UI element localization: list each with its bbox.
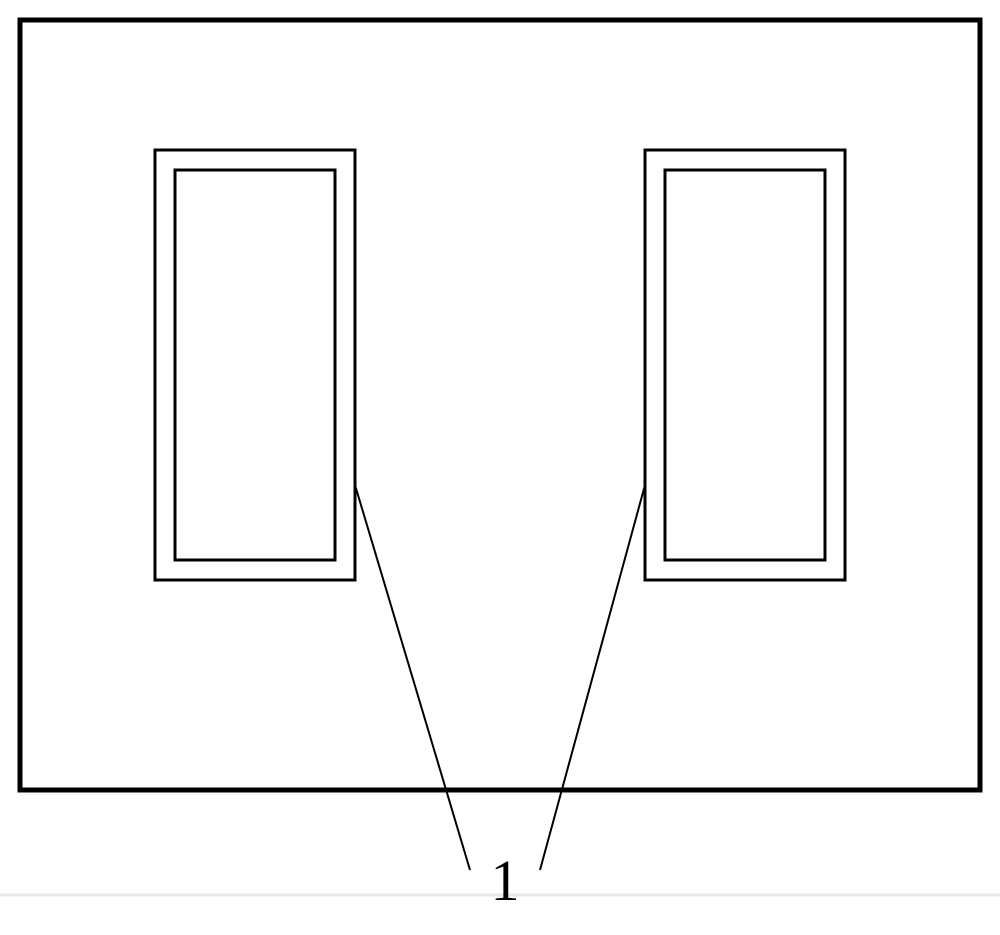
leader-line-left [355, 485, 470, 870]
window-left-inner [175, 170, 335, 560]
window-right-inner [665, 170, 825, 560]
leader-line-right [540, 485, 645, 870]
diagram-canvas: 1 [0, 0, 1000, 935]
window-right-outer [645, 150, 845, 580]
callout-label: 1 [491, 848, 520, 913]
outer-frame [20, 20, 980, 790]
window-left-outer [155, 150, 355, 580]
